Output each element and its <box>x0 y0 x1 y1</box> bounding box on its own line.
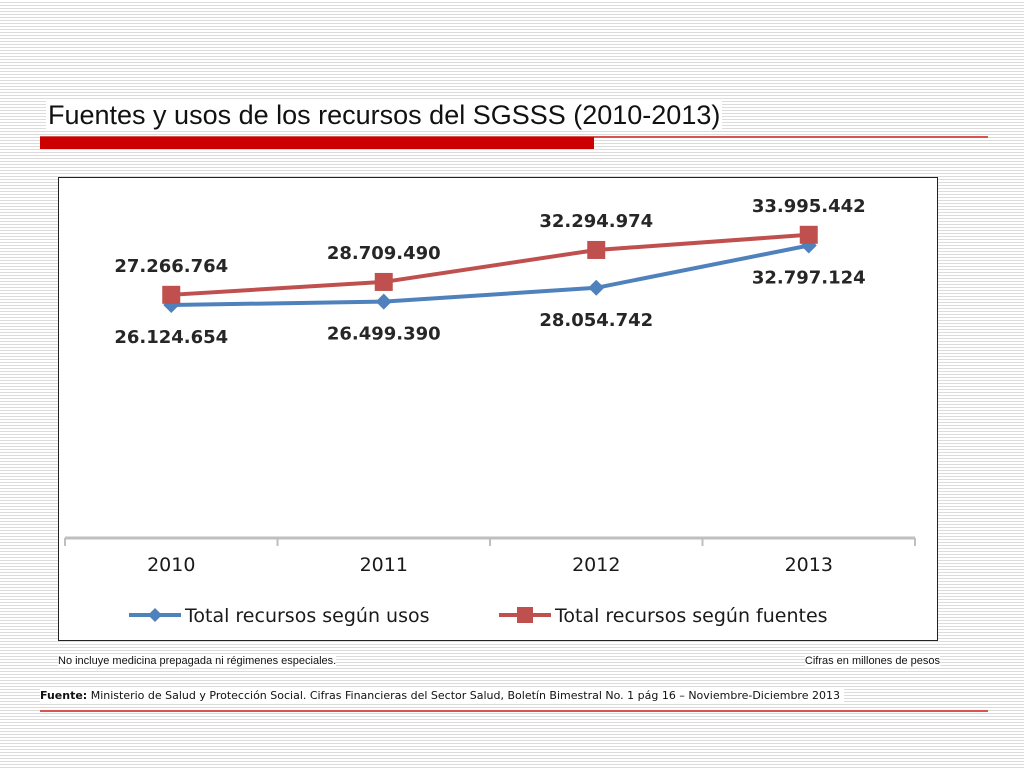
data-point-square <box>587 240 606 259</box>
legend-label: Total recursos según usos <box>184 605 430 627</box>
legend-marker-square <box>517 607 533 623</box>
data-label: 28.054.742 <box>539 310 653 331</box>
data-point-square <box>799 225 818 244</box>
data-point-diamond <box>800 237 817 254</box>
source-label: Fuente: <box>40 689 88 702</box>
line-chart: 2010 2011 2012 2013 26.124.654 26.499.390 28.0… <box>64 196 916 627</box>
note-units: Cifras en millones de pesos <box>804 655 940 667</box>
source-citation: Fuente: Ministerio de Salud y Protección… <box>40 689 844 702</box>
legend-label: Total recursos según fuentes <box>554 605 828 627</box>
data-point-diamond <box>375 293 392 310</box>
data-label: 32.294.974 <box>539 211 653 232</box>
data-label: 26.124.654 <box>114 327 228 348</box>
slide-title: Fuentes y usos de los recursos del SGSSS… <box>46 100 723 131</box>
data-label: 26.499.390 <box>327 324 441 345</box>
footer-rule <box>40 710 988 712</box>
series-line-2 <box>171 232 809 297</box>
x-tick-label: 2013 <box>785 554 833 576</box>
data-label: 33.995.442 <box>752 196 866 217</box>
note-exclusion: No incluye medicina prepagada ni régimen… <box>58 655 337 667</box>
data-label: 27.266.764 <box>114 256 228 277</box>
data-point-square <box>374 272 393 291</box>
data-label: 32.797.124 <box>752 267 866 288</box>
data-point-square <box>162 285 181 304</box>
x-tick-label: 2011 <box>360 554 408 576</box>
series-line-1 <box>171 243 810 307</box>
x-tick-label: 2010 <box>147 554 195 576</box>
data-label: 28.709.490 <box>327 243 441 264</box>
source-text: Ministerio de Salud y Protección Social.… <box>90 689 840 702</box>
title-accent-bar <box>40 137 594 149</box>
data-point-diamond <box>588 279 605 296</box>
chart-frame: 2010 2011 2012 2013 26.124.654 26.499.390 28.0… <box>58 177 938 641</box>
legend-marker-diamond <box>148 608 162 622</box>
x-tick-label: 2012 <box>572 554 620 576</box>
